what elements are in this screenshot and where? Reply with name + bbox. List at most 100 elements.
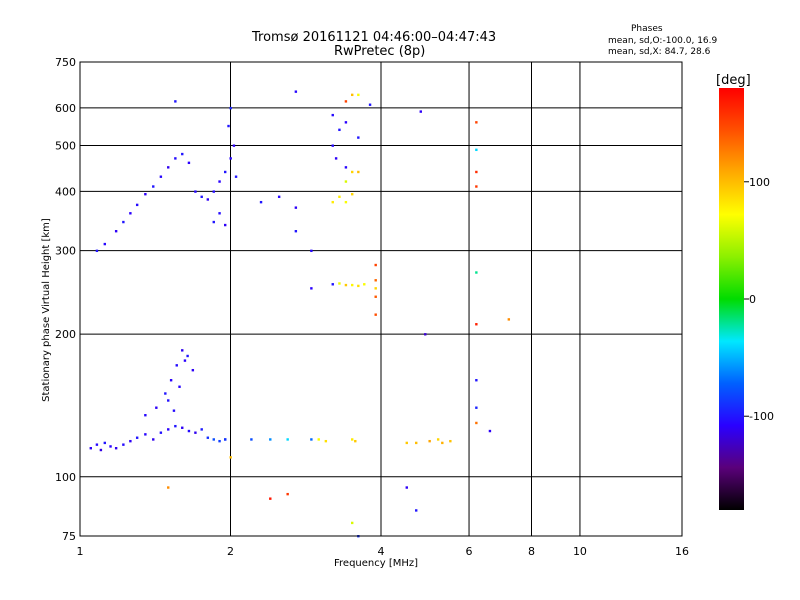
data-point	[344, 180, 348, 183]
y-tick-label: 75	[62, 530, 76, 543]
data-point	[344, 283, 348, 287]
data-point	[224, 170, 227, 174]
data-point	[374, 279, 377, 282]
data-point	[259, 200, 263, 204]
data-point	[475, 323, 478, 326]
chart-title-line2: RwPretec (8p)	[334, 44, 426, 59]
data-point	[181, 152, 184, 156]
data-point	[232, 144, 236, 147]
data-point	[227, 124, 230, 128]
data-point	[475, 121, 478, 124]
data-point	[475, 170, 478, 174]
data-point	[144, 192, 147, 196]
data-point	[181, 349, 184, 352]
data-point	[331, 283, 334, 286]
data-point	[310, 438, 313, 441]
y-tick-label: 200	[55, 328, 76, 341]
y-axis-label: Stationary phase Virtual Height [km]	[41, 218, 52, 402]
x-tick-label: 16	[675, 545, 689, 558]
data-point	[405, 441, 408, 445]
data-point	[338, 128, 341, 132]
data-point	[194, 190, 197, 193]
data-points	[89, 90, 511, 538]
colorbar-tick-label: 0	[749, 293, 756, 306]
data-point	[191, 368, 195, 372]
data-point	[159, 431, 163, 434]
data-point	[103, 242, 107, 246]
data-point	[344, 166, 348, 169]
data-point	[357, 284, 360, 288]
data-point	[218, 439, 221, 443]
data-point	[475, 379, 478, 382]
data-point	[135, 203, 139, 207]
data-point	[175, 364, 178, 367]
data-point	[419, 110, 422, 113]
data-point	[135, 436, 139, 439]
data-point	[475, 406, 478, 409]
data-point	[344, 121, 348, 124]
data-point	[351, 192, 354, 196]
data-point	[424, 333, 427, 336]
data-point	[200, 195, 203, 199]
data-point	[229, 456, 232, 459]
data-point	[331, 144, 334, 147]
data-point	[89, 447, 92, 450]
data-point	[334, 157, 338, 160]
data-point	[344, 200, 348, 204]
data-point	[234, 175, 238, 178]
data-point	[357, 136, 360, 139]
data-point	[351, 93, 354, 97]
data-point	[174, 100, 177, 103]
data-point	[436, 438, 440, 441]
data-point	[152, 438, 155, 441]
x-tick-label: 6	[466, 545, 473, 558]
data-point	[152, 185, 155, 188]
data-point	[488, 429, 492, 433]
data-point	[363, 283, 366, 286]
x-tick-label: 8	[528, 545, 535, 558]
data-point	[178, 385, 181, 388]
colorbar	[719, 88, 744, 510]
data-point	[229, 157, 232, 160]
data-point	[317, 438, 320, 441]
data-point	[103, 441, 107, 445]
data-point	[286, 492, 289, 496]
data-point	[129, 212, 132, 215]
data-point	[415, 441, 418, 445]
data-point	[183, 359, 187, 362]
data-point	[99, 448, 103, 452]
data-point	[206, 436, 210, 439]
data-point	[277, 195, 281, 199]
y-tick-label: 400	[55, 185, 76, 198]
data-point	[475, 271, 478, 274]
data-point	[294, 230, 298, 233]
data-point	[354, 439, 357, 443]
data-point	[475, 421, 478, 425]
data-point	[200, 428, 203, 431]
stats-line-o: mean, sd,O:-100.0, 16.9	[608, 36, 718, 46]
stats-line-x: mean, sd,X: 84.7, 28.6	[608, 47, 711, 57]
data-point	[351, 521, 354, 525]
data-point	[351, 170, 354, 174]
data-point	[167, 486, 170, 489]
data-point	[351, 438, 354, 441]
colorbar-tick-label: -100	[749, 410, 774, 423]
data-point	[475, 185, 478, 188]
data-point	[368, 103, 372, 106]
data-point	[269, 497, 272, 500]
data-point	[206, 198, 210, 201]
data-point	[229, 106, 232, 110]
y-tick-label: 600	[55, 102, 76, 115]
data-point	[187, 429, 191, 433]
data-point	[374, 287, 377, 290]
data-point	[294, 206, 298, 209]
data-point	[331, 200, 334, 204]
data-point	[122, 220, 125, 224]
data-point	[428, 439, 431, 443]
x-axis-label: Frequency [MHz]	[334, 558, 419, 569]
grid-lines	[80, 62, 682, 536]
data-point	[122, 443, 125, 446]
data-point	[194, 431, 197, 434]
data-point	[269, 438, 272, 441]
